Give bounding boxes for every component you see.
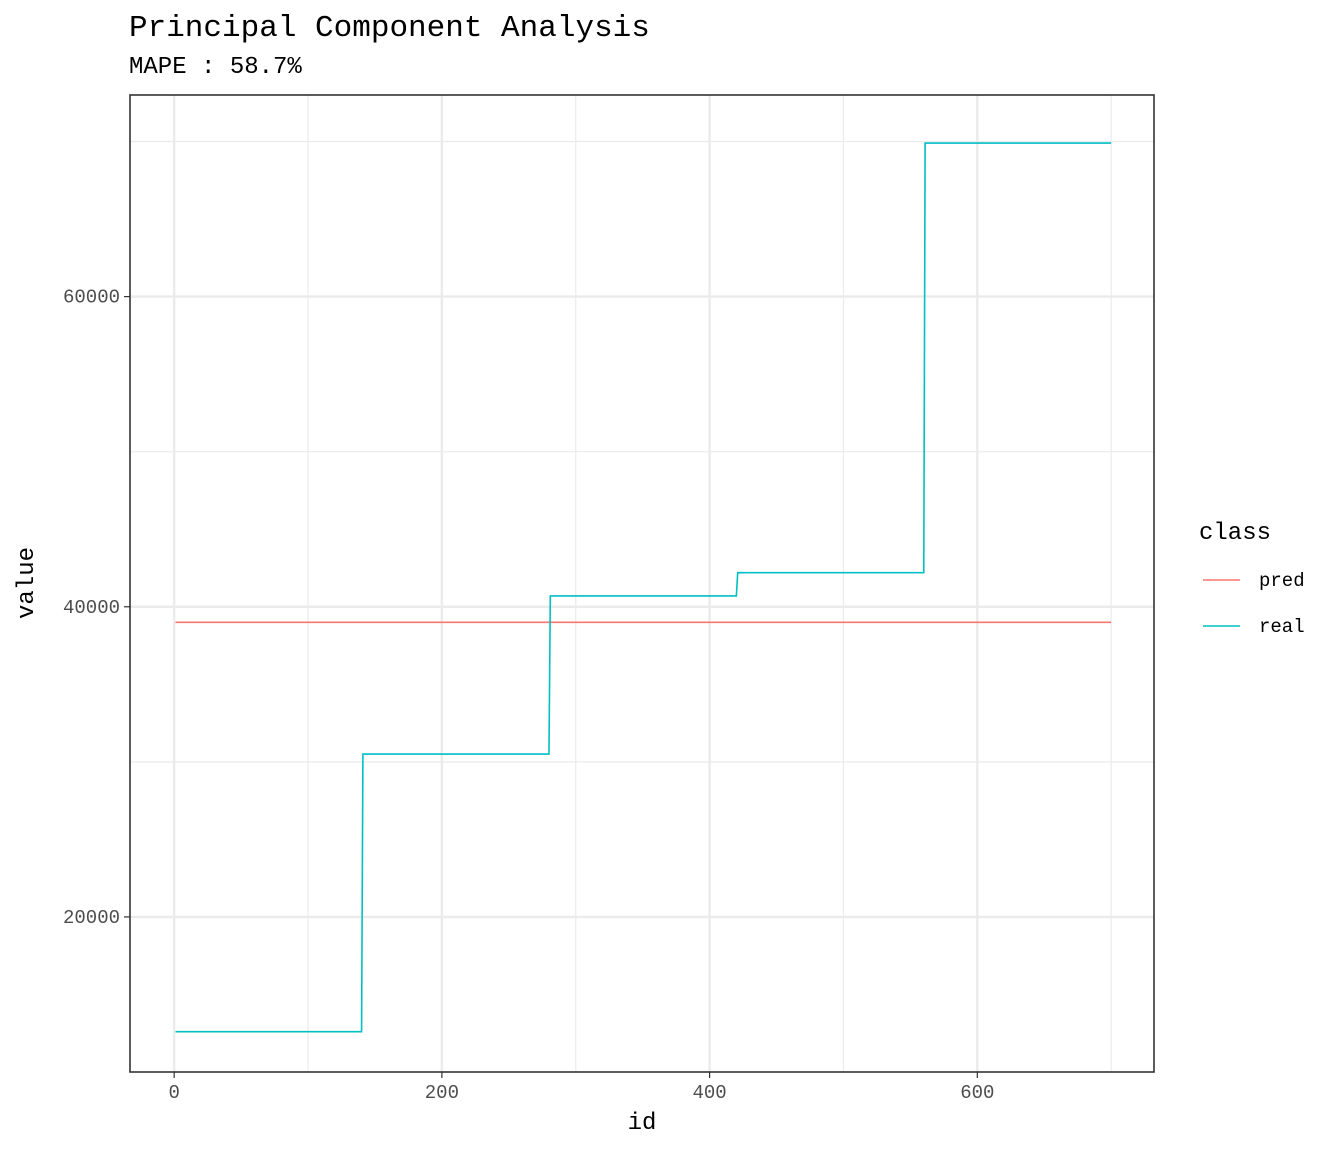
chart-subtitle: MAPE : 58.7% (129, 54, 302, 81)
y-tick-label: 40000 (63, 597, 120, 619)
legend-title: class (1199, 520, 1271, 547)
x-axis: 0 200 400 600 (168, 1072, 994, 1104)
x-tick-label: 200 (425, 1082, 459, 1104)
legend: class pred real (1199, 520, 1305, 638)
legend-items: pred real (1203, 570, 1305, 638)
y-axis: 20000 40000 60000 (63, 287, 130, 929)
chart-title: Principal Component Analysis (129, 11, 650, 46)
y-axis-title: value (14, 547, 41, 619)
y-tick-label: 20000 (63, 907, 120, 929)
x-axis-title: id (628, 1110, 657, 1137)
legend-label-pred: pred (1259, 570, 1305, 592)
legend-label-real: real (1259, 616, 1305, 638)
plot-panel (130, 95, 1154, 1072)
y-tick-label: 60000 (63, 287, 120, 309)
x-tick-label: 0 (168, 1082, 179, 1104)
x-tick-label: 400 (692, 1082, 726, 1104)
x-tick-label: 600 (960, 1082, 994, 1104)
